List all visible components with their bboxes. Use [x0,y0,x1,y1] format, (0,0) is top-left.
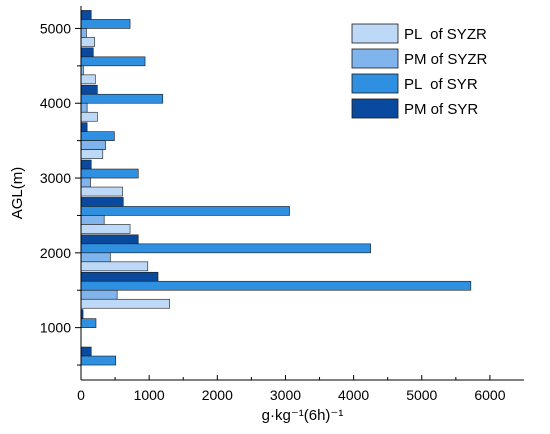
axes-group: 0 1000 2000 3000 4000 5000 6000 1000 2000 3000 400… [40,6,524,403]
legend-label-0: PL of SYZR [404,26,487,43]
bar-pl-of-syr-5000 [80,19,131,29]
bar-pm-of-syr-3000 [80,159,92,170]
legend-label-3: PM of SYR [404,101,478,118]
bars-group [80,10,472,366]
legend-label-1: PM of SYZR [404,51,488,68]
bar-pl-of-syzr-2000 [80,261,149,272]
x-tick-label-6000: 6000 [474,387,505,403]
y-axis-title: AGL(m) [9,167,26,220]
x-tick-label-5000: 5000 [406,387,437,403]
bar-pm-of-syzr-3000 [80,177,91,188]
y-tick-label-1000: 1000 [40,320,71,336]
x-tick-label-3000: 3000 [270,387,301,403]
bar-pl-of-syzr-4500 [80,74,96,85]
bar-pl-of-syzr-3500 [80,149,104,159]
bar-pm-of-syr-4500 [80,47,94,58]
bar-pm-of-syr-1500 [80,271,159,282]
bar-pm-of-syzr-3500 [80,140,106,150]
bar-pm-of-syzr-2000 [80,252,111,263]
legend: PL of SYZR PM of SYZR PL of SYR PM of SYR [351,23,488,119]
legend-swatch-1 [351,48,399,69]
bar-pm-of-syzr-5000 [80,28,87,38]
bar-pm-of-syzr-2500 [80,215,105,225]
x-axis-title: g·kg⁻¹(6h)⁻¹ [262,407,344,424]
y-tick-label-3000: 3000 [40,170,71,186]
y-tick-label-5000: 5000 [40,20,71,36]
bar-pl-of-syr-3000 [80,168,139,179]
bar-pm-of-syr-5000 [80,10,92,20]
bar-pl-of-syzr-1500 [80,298,170,309]
bar-pl-of-syr-3500 [80,131,115,141]
bar-pm-of-syr-2500 [80,197,124,207]
y-tick-label-2000: 2000 [40,245,71,261]
x-tick-label-2000: 2000 [202,387,233,403]
x-tick-label-1000: 1000 [134,387,165,403]
legend-swatch-2 [351,73,399,94]
y-tick-label-4000: 4000 [40,95,71,111]
bar-pl-of-syr-2500 [80,206,290,216]
bar-pm-of-syr-4000 [80,84,98,95]
bar-pl-of-syr-2000 [80,243,371,254]
bar-pl-of-syr-4000 [80,93,164,104]
bar-pl-of-syr-500 [80,355,117,366]
bar-pm-of-syzr-4000 [80,102,88,113]
x-tick-label-4000: 4000 [338,387,369,403]
legend-swatch-3 [351,98,399,119]
x-tick-label-0: 0 [77,387,85,403]
bar-pl-of-syzr-3000 [80,186,123,197]
bar-pl-of-syr-4500 [80,56,146,67]
bar-pm-of-syzr-1500 [80,289,118,300]
legend-label-2: PL of SYR [404,76,478,93]
bar-pm-of-syr-2000 [80,234,139,245]
bar-pl-of-syzr-4000 [80,111,98,122]
bar-pl-of-syr-1000 [80,318,97,328]
bar-pl-of-syzr-5000 [80,37,95,47]
bar-pl-of-syzr-2500 [80,224,131,234]
bar-pm-of-syr-500 [80,346,92,357]
bar-pl-of-syr-1500 [80,280,472,291]
legend-swatch-0 [351,23,399,44]
bar-pm-of-syr-3500 [80,122,88,132]
